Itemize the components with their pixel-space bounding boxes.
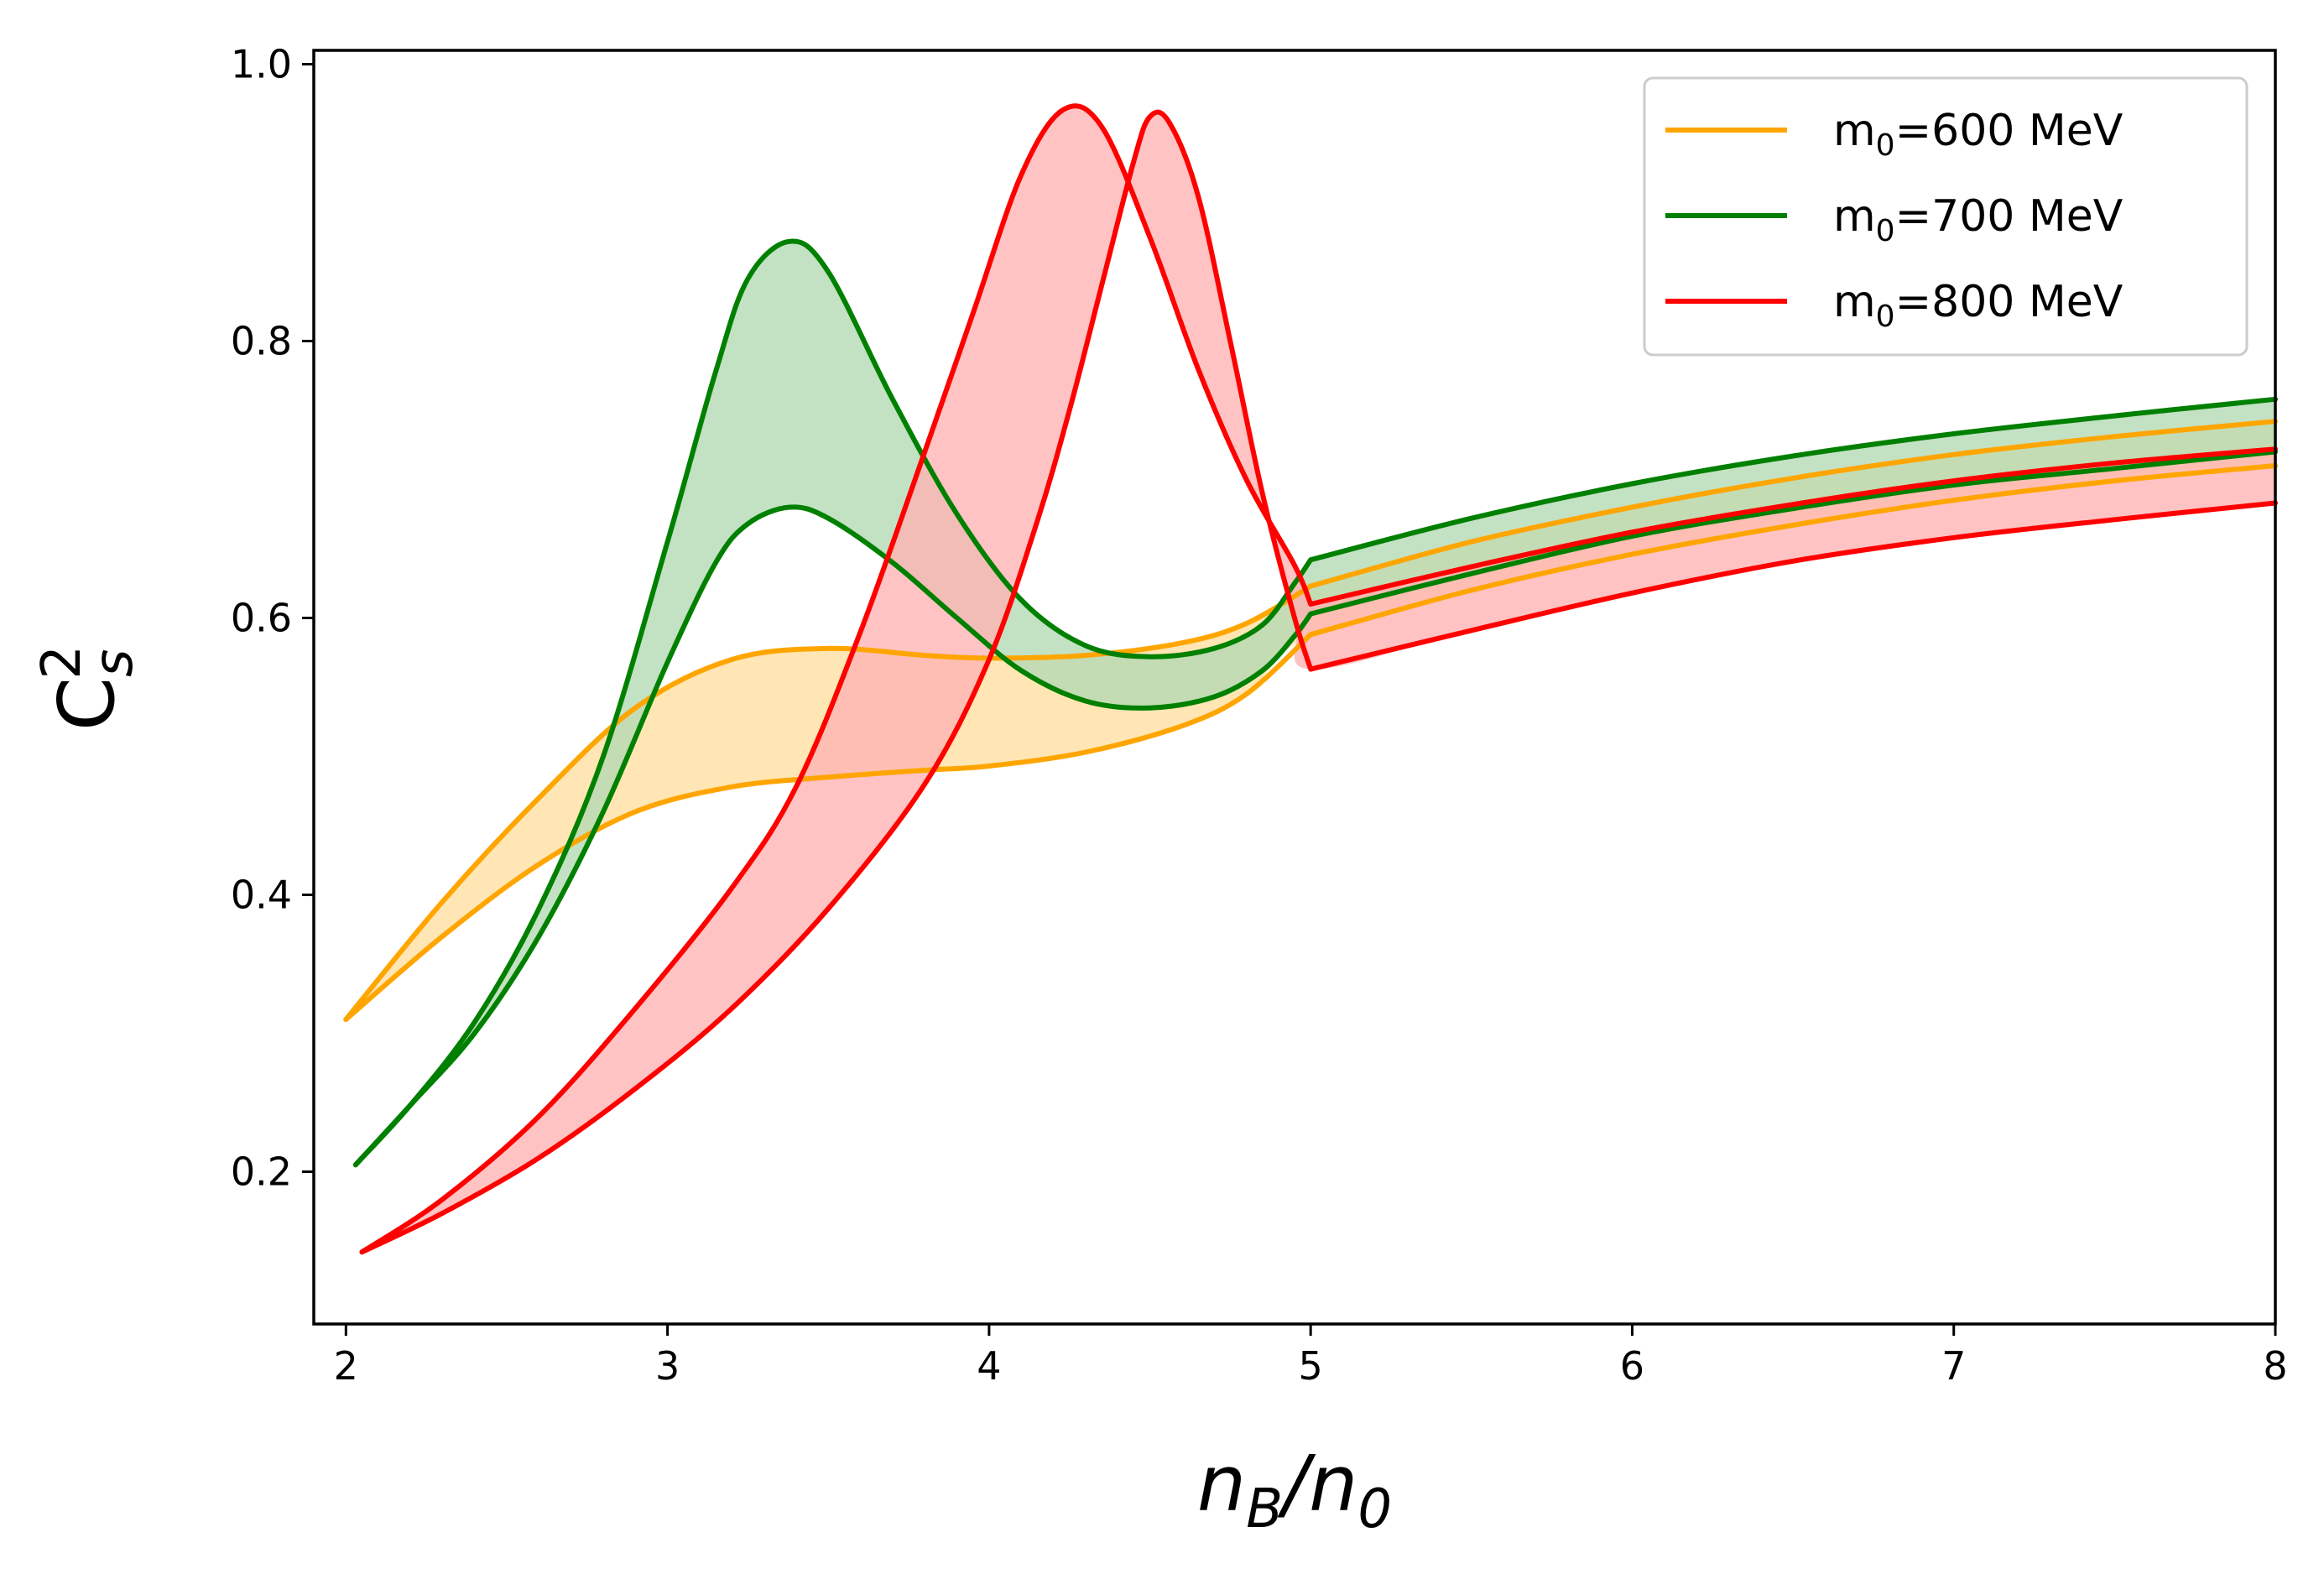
x-tick-label-3: 5: [1299, 1343, 1323, 1389]
y-tick-label-2: 0.6: [231, 596, 292, 641]
legend: m0=600 MeV m0=700 MeV m0=800 MeV: [1643, 76, 2248, 357]
x-tick-label-4: 6: [1620, 1343, 1644, 1389]
series-line-0-lower: [343, 463, 2278, 1022]
x-tick-label-2: 4: [977, 1343, 1001, 1389]
series-line-1-lower: [352, 449, 2278, 1168]
x-tick-label-0: 2: [334, 1343, 358, 1389]
plot-area: [343, 103, 2278, 1255]
axis-ticks: 2 3 4 5 6 7 8 0.2 0.4 0.6 0.8 1.0: [231, 42, 2288, 1389]
series-line-0-upper: [343, 419, 2278, 1022]
y-tick-label-4: 1.0: [231, 42, 292, 87]
x-tick-label-5: 7: [1941, 1343, 1966, 1389]
legend-box: [1643, 76, 2248, 357]
y-tick-label-0: 0.2: [231, 1149, 292, 1195]
legend-label-600: m0=600 MeV: [1833, 106, 2123, 163]
series-line-2-upper: [359, 103, 2278, 1255]
band-fill-1: [355, 241, 2275, 1165]
legend-label-700: m0=700 MeV: [1833, 191, 2123, 248]
legend-label-800: m0=800 MeV: [1833, 277, 2123, 334]
band-fill-2: [362, 106, 2275, 1253]
axes-frame: [312, 49, 2277, 1326]
x-axis-title: nB/n0: [1197, 1439, 1392, 1540]
y-axis-title: Cs2: [31, 645, 145, 731]
series-line-2-lower: [359, 109, 2278, 1255]
x-tick-label-6: 8: [2263, 1343, 2287, 1389]
y-tick-label-3: 0.8: [231, 319, 292, 364]
series-line-1-upper: [352, 238, 2278, 1168]
y-tick-label-1: 0.4: [231, 873, 292, 918]
x-tick-label-1: 3: [655, 1343, 680, 1389]
